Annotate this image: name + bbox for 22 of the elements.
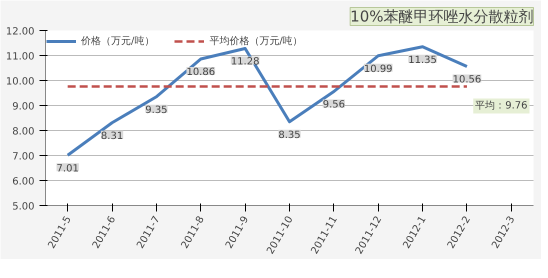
- data-label: 8.31: [100, 130, 124, 142]
- data-label: 8.35: [278, 130, 301, 141]
- data-label: 11.28: [230, 56, 260, 68]
- y-tick-label: 9.00: [12, 102, 34, 112]
- data-label: 10.86: [186, 67, 216, 78]
- data-label: 10.99: [364, 64, 393, 75]
- chart-title: 10%苯醚甲环唑水分散粒剂: [350, 8, 534, 26]
- y-tick-label: 8.00: [12, 126, 34, 138]
- data-label: 7.01: [56, 163, 79, 174]
- y-tick-label: 12.00: [6, 26, 35, 38]
- legend-label: 价格（万元/吨）: [81, 34, 154, 48]
- annotation: 平均：9.76: [475, 100, 528, 112]
- data-label: 10.56: [452, 74, 482, 86]
- data-label: 9.56: [322, 100, 345, 110]
- y-tick-label: 11.00: [6, 52, 35, 62]
- y-tick-label: 7.00: [12, 152, 34, 162]
- y-tick-label: 5.00: [12, 202, 34, 212]
- y-tick-label: 10.00: [6, 76, 35, 88]
- y-tick-label: 6.00: [12, 176, 34, 188]
- data-label: 9.35: [145, 104, 168, 116]
- data-label: 11.35: [408, 54, 437, 66]
- legend-label: 平均价格（万元/吨）: [209, 34, 303, 48]
